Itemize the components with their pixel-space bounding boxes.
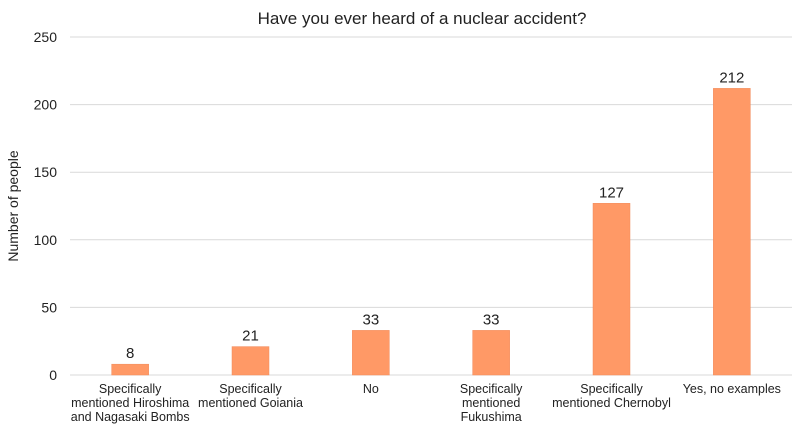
- x-category-label: Specifically mentioned Fukushima: [460, 382, 523, 424]
- y-tick-label: 150: [34, 164, 58, 180]
- y-tick-label: 100: [34, 232, 58, 248]
- data-labels: 8 21 33 33 127 212: [126, 69, 744, 362]
- y-tick-label: 0: [49, 367, 57, 383]
- gridlines: [70, 36, 792, 376]
- x-category-label: Specifically mentioned Hiroshima and Nagas…: [71, 382, 190, 424]
- x-category-label: Specifically mentioned Goiania: [198, 382, 303, 410]
- data-label: 21: [242, 328, 259, 345]
- bar: [472, 330, 510, 376]
- chart-title: Have you ever heard of a nuclear acciden…: [258, 9, 587, 28]
- data-label: 127: [599, 184, 624, 201]
- category-labels: Specifically mentioned Hiroshima and Nagas…: [71, 382, 781, 424]
- y-tick-label: 250: [34, 29, 58, 45]
- data-label: 33: [483, 311, 500, 328]
- bar: [713, 88, 751, 376]
- data-label: 212: [719, 69, 744, 86]
- bar: [592, 203, 631, 376]
- x-category-label: Yes, no examples: [683, 382, 781, 396]
- bar: [231, 346, 270, 376]
- bar: [111, 363, 149, 376]
- bars: [111, 88, 751, 376]
- y-axis-label: Number of people: [5, 150, 21, 262]
- x-category-label: No: [363, 382, 379, 396]
- y-tick-label: 50: [41, 299, 57, 315]
- y-tick-label: 200: [34, 97, 58, 113]
- data-label: 33: [362, 311, 379, 328]
- y-axis-ticks: 0 50 100 150 200 250: [34, 29, 58, 383]
- bar: [352, 330, 390, 376]
- data-label: 8: [126, 345, 134, 362]
- x-category-label: Specifically mentioned Chernobyl: [552, 382, 671, 410]
